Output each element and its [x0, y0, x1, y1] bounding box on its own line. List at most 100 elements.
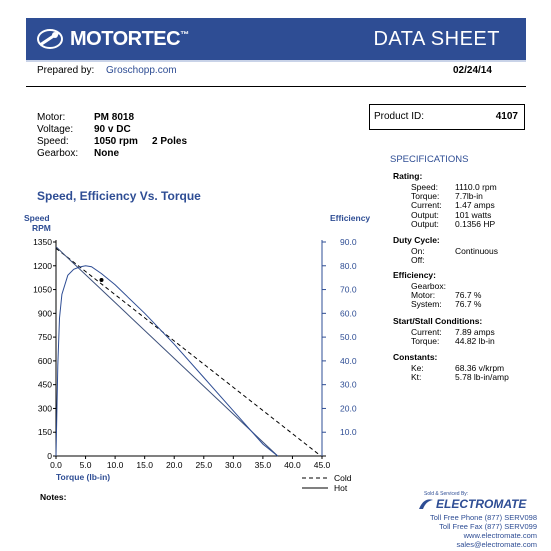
document-type: DATA SHEET: [373, 28, 500, 50]
electromate-swoosh-icon: [419, 499, 433, 509]
rated-point-marker: [99, 278, 104, 283]
spec-value: 44.82 lb-in: [455, 336, 495, 347]
left-tick-label: 1200: [33, 261, 52, 271]
series-hot-line: [55, 246, 279, 457]
left-tick-label: 300: [38, 403, 52, 413]
spec-label: Torque:: [411, 336, 440, 347]
x-tick-label: 35.0: [255, 460, 272, 470]
right-tick-label: 10.0: [340, 427, 357, 437]
right-tick-label: 80.0: [340, 261, 357, 271]
spec-label: Output:: [411, 209, 439, 220]
efficiency-curve-line: [55, 265, 279, 457]
left-tick-label: 600: [38, 356, 52, 366]
product-id-value: 4107: [495, 111, 518, 122]
spec-value: 7.89 amps: [455, 327, 495, 337]
spec-label: Current:: [411, 327, 442, 337]
x-tick-label: 45.0: [314, 460, 331, 470]
legend-label-hot: Hot: [334, 483, 348, 493]
spec-label: Output:: [411, 218, 439, 229]
motor-info-label: Speed:: [37, 136, 69, 147]
spec-group-title: Constants:: [393, 352, 438, 362]
prepared-by-link[interactable]: Groschopp.com: [106, 65, 177, 76]
right-tick-label: 20.0: [340, 403, 357, 413]
spec-value: 76.7 %: [455, 299, 482, 310]
motortec-logo-icon: [37, 29, 63, 49]
spec-label: On:: [411, 246, 425, 256]
spec-label: Speed:: [411, 182, 438, 192]
sold-by-label: Sold & Serviced By:: [424, 491, 469, 497]
spec-value: Continuous: [455, 246, 499, 256]
x-tick-label: 40.0: [284, 460, 301, 470]
x-tick-label: 25.0: [196, 460, 213, 470]
prepared-by-label: Prepared by:: [37, 65, 95, 76]
product-id-box: Product ID: 4107: [369, 104, 525, 130]
right-tick-label: 30.0: [340, 380, 357, 390]
divider: [26, 86, 526, 87]
right-tick-label: 40.0: [340, 356, 357, 366]
right-axis-label: Efficiency: [330, 213, 371, 223]
spec-label: System:: [411, 299, 442, 310]
spec-group-title: Start/Stall Conditions:: [393, 316, 483, 326]
spec-value: 76.7 %: [455, 290, 482, 301]
chart-title: Speed, Efficiency Vs. Torque: [37, 189, 201, 203]
spec-group-title: Efficiency:: [393, 270, 436, 280]
left-tick-label: 0: [47, 451, 52, 461]
legend-label-cold: Cold: [334, 473, 352, 483]
motor-info-value: 90 v DC: [94, 124, 131, 135]
x-tick-label: 0.0: [50, 460, 62, 470]
spec-value: 5.78 lb-in/amp: [455, 372, 509, 383]
spec-value: 7.7lb-in: [455, 191, 483, 202]
spec-value: 101 watts: [455, 209, 492, 220]
contact-block: Toll Free Phone (877) SERV098 Toll Free …: [430, 513, 537, 549]
motor-info-label: Voltage:: [37, 124, 74, 135]
motor-info-value: 1050 rpm: [94, 136, 138, 147]
right-tick-label: 60.0: [340, 308, 357, 318]
specifications-title: SPECIFICATIONS: [390, 154, 469, 165]
spec-label: Motor:: [411, 290, 436, 301]
x-tick-label: 15.0: [136, 460, 153, 470]
spec-group-title: Duty Cycle:: [393, 235, 440, 245]
left-axis-label: Speed: [24, 213, 50, 223]
spec-value: 0.1356 HP: [455, 218, 496, 229]
email-link[interactable]: sales@electromate.com: [456, 540, 537, 549]
right-tick-label: 90.0: [340, 237, 357, 247]
left-tick-label: 750: [38, 332, 52, 342]
phone-number: Toll Free Phone (877) SERV098: [429, 513, 537, 522]
notes-label: Notes:: [40, 492, 67, 502]
spec-label: Ke:: [411, 363, 424, 373]
x-tick-label: 30.0: [225, 460, 242, 470]
spec-value: 1.47 amps: [455, 200, 495, 211]
x-axis-label: Torque (lb-in): [56, 472, 111, 482]
motor-info-value: None: [94, 148, 119, 159]
left-tick-label: 450: [38, 380, 52, 390]
spec-label: Torque:: [411, 191, 440, 202]
fax-number: Toll Free Fax (877) SERV099: [439, 522, 537, 531]
spec-label: Current:: [411, 200, 442, 211]
x-tick-label: 10.0: [107, 460, 124, 470]
electromate-logo: ELECTROMATE: [418, 497, 538, 511]
spec-label: Off:: [411, 255, 425, 266]
spec-label: Gearbox:: [411, 281, 446, 291]
motor-info-value: PM 8018: [94, 112, 135, 123]
brand-name: MOTORTEC™: [70, 28, 189, 50]
x-tick-label: 5.0: [80, 460, 92, 470]
series-cold-line: [55, 247, 322, 457]
left-tick-label: 900: [38, 308, 52, 318]
spec-label: Kt:: [411, 372, 422, 383]
motor-info-label: Gearbox:: [37, 148, 79, 159]
spec-value: 68.36 v/krpm: [455, 363, 505, 373]
product-id-label: Product ID:: [374, 111, 425, 122]
right-tick-label: 50.0: [340, 332, 357, 342]
website-link[interactable]: www.electromate.com: [463, 531, 537, 540]
electromate-name: ELECTROMATE: [436, 497, 527, 511]
left-tick-label: 1350: [33, 237, 52, 247]
spec-value: 1110.0 rpm: [455, 182, 497, 192]
motor-info-extra: 2 Poles: [152, 136, 188, 147]
left-axis-unit: RPM: [32, 223, 51, 233]
document-date: 02/24/14: [453, 65, 492, 76]
x-tick-label: 20.0: [166, 460, 183, 470]
header-banner: MOTORTEC™ DATA SHEET: [26, 18, 526, 62]
left-tick-label: 1050: [33, 285, 52, 295]
right-tick-label: 70.0: [340, 285, 357, 295]
